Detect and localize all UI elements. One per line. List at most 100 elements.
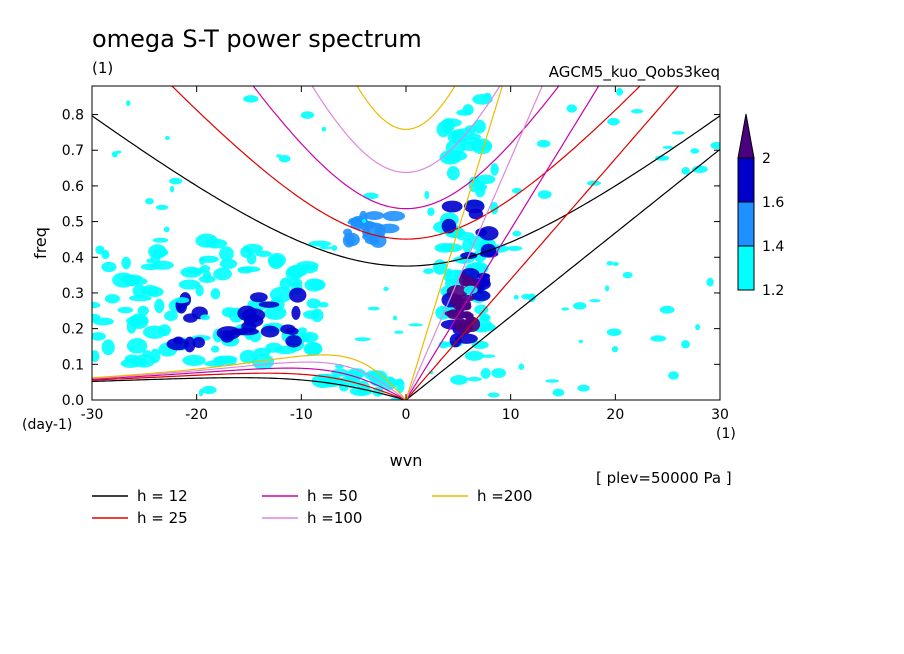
- power-cell: [706, 277, 714, 287]
- power-cell: [604, 285, 610, 292]
- power-cell: [237, 266, 253, 274]
- x-tick-label: 30: [711, 407, 729, 423]
- power-cell: [511, 187, 523, 194]
- power-cell: [137, 358, 147, 366]
- power-cell: [249, 292, 268, 303]
- power-cell: [468, 133, 482, 140]
- power-cell: [710, 141, 720, 150]
- power-cell: [146, 258, 154, 264]
- power-cell: [117, 306, 134, 314]
- y-axis-label: freq: [31, 227, 50, 259]
- power-cell: [297, 327, 308, 334]
- y-tick-label: 0.6: [62, 179, 84, 195]
- power-cell: [447, 130, 468, 144]
- gravity-curve: [311, 86, 501, 174]
- power-cell: [132, 284, 147, 298]
- power-cell: [455, 319, 473, 335]
- power-cell: [536, 139, 551, 148]
- power-cell: [445, 268, 453, 277]
- x-tick-label: 20: [606, 407, 624, 423]
- power-cell: [164, 135, 170, 140]
- power-cell: [349, 386, 373, 396]
- power-cell: [537, 190, 552, 199]
- power-cell: [220, 330, 235, 343]
- power-cell: [267, 252, 286, 268]
- dispersion-curves: [92, 86, 720, 400]
- power-cell: [258, 301, 280, 308]
- power-cell: [487, 392, 500, 398]
- power-cell: [622, 271, 633, 279]
- power-cell: [308, 240, 332, 247]
- plot-frame: [91, 85, 721, 401]
- power-cell: [300, 111, 315, 119]
- x-tick-label: 10: [502, 407, 520, 423]
- power-cell: [276, 154, 282, 158]
- power-cell: [251, 353, 275, 370]
- power-cell: [464, 350, 484, 361]
- colorbar-segment: [737, 245, 755, 291]
- power-cell: [115, 150, 122, 154]
- power-cell: [474, 183, 488, 191]
- power-cell: [222, 356, 237, 366]
- power-cell: [577, 384, 590, 392]
- power-cell: [306, 298, 321, 309]
- pressure-annotation: [ plev=50000 Pa ]: [596, 469, 732, 487]
- y-axis-ticks: 0.0 0.1 0.2 0.3 0.4 0.5 0.6 0.7 0.8: [62, 108, 720, 409]
- power-cell: [408, 323, 423, 327]
- power-cell: [561, 307, 570, 311]
- power-cell: [506, 245, 523, 252]
- kelvin-curve: [405, 86, 600, 400]
- power-cell: [383, 286, 389, 292]
- rossby-curve: [92, 377, 407, 400]
- gravity-curve: [171, 86, 641, 240]
- power-cell: [319, 246, 332, 250]
- power-cell: [199, 256, 206, 266]
- power-cell: [126, 319, 137, 334]
- y-tick-label: 0.5: [62, 215, 84, 231]
- power-cell: [240, 246, 253, 258]
- power-cell: [611, 345, 619, 353]
- power-cell: [137, 305, 149, 316]
- power-cell: [692, 165, 708, 174]
- power-cell: [158, 324, 171, 337]
- power-cell: [382, 210, 406, 222]
- power-cell: [239, 349, 258, 364]
- power-cell: [441, 200, 463, 213]
- power-cell: [367, 306, 380, 311]
- kelvin-curve: [405, 86, 503, 400]
- legend-label: h = 25: [137, 509, 188, 527]
- power-cell: [128, 294, 152, 302]
- power-cell: [441, 118, 462, 128]
- power-cell: [280, 324, 296, 335]
- y-tick-label: 0.3: [62, 286, 84, 302]
- power-cell: [126, 100, 131, 107]
- power-cell: [471, 138, 493, 155]
- power-cell: [169, 185, 175, 193]
- power-cell: [481, 354, 496, 358]
- power-cell: [152, 248, 169, 257]
- power-cell: [163, 226, 170, 233]
- power-cell: [213, 267, 232, 281]
- power-cell: [92, 350, 100, 363]
- power-cell: [198, 275, 216, 283]
- colorbar-arrow: [737, 113, 755, 159]
- colorbar-label: 2: [762, 151, 771, 167]
- power-cell: [285, 265, 303, 281]
- power-cell: [200, 265, 211, 273]
- power-cell: [344, 232, 360, 247]
- power-cell: [279, 277, 292, 291]
- power-spectrum-shading: [92, 87, 720, 400]
- power-cell: [184, 336, 196, 353]
- power-cell: [589, 299, 601, 303]
- power-cell: [659, 305, 675, 314]
- power-cell: [392, 315, 398, 321]
- power-cell: [255, 250, 272, 257]
- power-cell: [690, 148, 700, 154]
- power-cell: [125, 277, 148, 286]
- power-cell: [650, 335, 667, 342]
- power-cell: [291, 305, 301, 320]
- power-cell: [101, 249, 110, 260]
- power-cell: [423, 268, 434, 274]
- power-cell: [668, 371, 679, 380]
